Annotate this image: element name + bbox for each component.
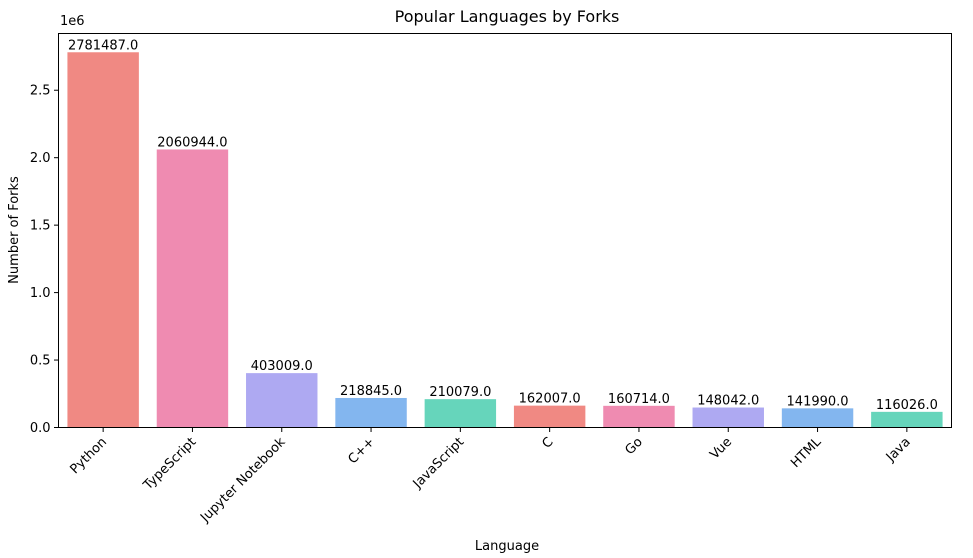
bar-c- (335, 397, 407, 428)
bar-value-label: 2781487.0 (68, 38, 138, 53)
y-tick-label: 2.5 (30, 84, 51, 99)
bar-java (871, 411, 943, 428)
y-tick-label: 1.5 (30, 219, 51, 234)
bars-group (67, 52, 943, 428)
bar-value-label: 160714.0 (608, 392, 670, 407)
bar-value-label: 2060944.0 (157, 135, 227, 150)
bar-go (603, 405, 675, 428)
y-tick-label: 0.0 (30, 421, 51, 436)
value-labels-group: 2781487.0 2060944.0 403009.0 218845.0 210079… (68, 38, 938, 413)
y-axis-title: Number of Forks (7, 176, 22, 284)
bar-jupyter-notebook (246, 373, 318, 428)
bar-value-label: 162007.0 (519, 392, 581, 407)
bar-typescript (156, 149, 229, 428)
bar-value-label: 116026.0 (876, 398, 938, 413)
bar-c (513, 405, 586, 428)
y-tick-label: 0.5 (30, 354, 51, 369)
y-tick-label: 1.0 (30, 286, 51, 301)
plot-frame (58, 33, 952, 428)
bar-python (67, 52, 139, 428)
x-axis-title: Language (475, 539, 539, 554)
bar-javascript (424, 399, 497, 428)
bar-value-label: 210079.0 (429, 385, 491, 400)
bar-value-label: 218845.0 (340, 384, 402, 399)
bar-value-label: 403009.0 (251, 359, 313, 374)
y-tick-label: 2.0 (30, 151, 51, 166)
y-axis-scale-label: 1e6 (60, 14, 85, 29)
bar-value-label: 141990.0 (787, 394, 849, 409)
bar-html (781, 408, 854, 428)
bar-vue (692, 407, 764, 428)
y-axis: 0.0 0.5 1.0 1.5 2.0 2.5 (30, 84, 59, 436)
bar-value-label: 148042.0 (697, 394, 759, 409)
chart-title: Popular Languages by Forks (395, 7, 620, 26)
